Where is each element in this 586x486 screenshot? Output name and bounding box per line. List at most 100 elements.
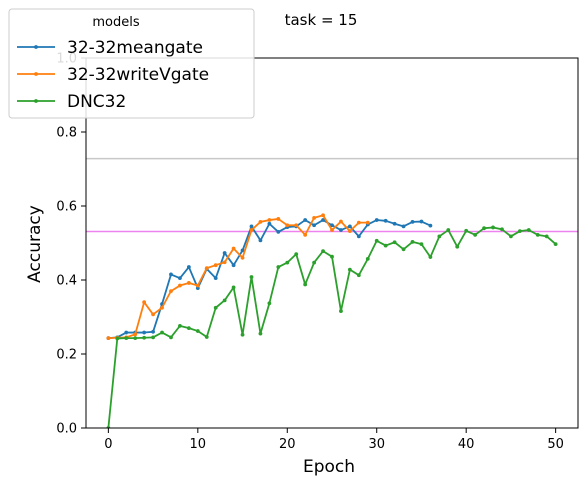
series-3-point [374,238,379,243]
series-3-point [321,249,325,254]
series-1-point [383,218,388,223]
series-3-point [258,331,263,336]
y-tick-label: 0.0 [56,422,77,437]
series-1-point [142,330,147,335]
legend-label: 32-32meangate [67,38,203,58]
series-1-point [330,223,334,228]
series-2-point [267,218,272,222]
chart-title: task = 15 [285,11,358,29]
series-2-point [178,283,182,288]
series-2-point [330,228,334,232]
series-3-point [151,335,155,340]
legend-swatch-marker [34,99,38,103]
y-tick-label: 0.8 [56,126,77,141]
series-2-point [249,228,254,232]
series-3-point [392,240,397,245]
series-3-point [491,225,495,230]
series-3-point [365,257,370,261]
series-3-point [500,227,504,232]
x-tick-label: 50 [547,437,564,452]
series-1-point [169,272,173,277]
legend-title: models [92,15,139,30]
series-3-point [240,332,245,337]
series-1-point [321,218,325,222]
series-2-point [258,220,263,224]
series-3-point [267,301,272,306]
series-2-point [365,220,370,225]
series-3-point [347,267,352,272]
series-2-point [160,305,164,310]
legend-label: 32-32writeVgate [67,65,209,85]
series-3-point [517,229,522,234]
series-3-point [526,228,531,232]
series-2-point [321,213,325,218]
series-3-point [437,234,442,239]
series-3-point [446,228,451,232]
series-3-point [178,323,182,328]
x-tick-label: 20 [279,437,296,452]
series-3-point [339,309,343,313]
x-tick-label: 10 [190,437,207,452]
plot-frame [85,57,579,429]
series-1-line [108,219,431,339]
series-1-point [356,234,361,239]
series-3-point [473,232,478,237]
series-2-point [356,220,361,225]
series-2-point [133,332,138,337]
legend: models 32-32meangate 32-32writeVgate DNC32 [8,8,255,119]
series-1-point [392,221,397,226]
series-1-point [312,223,317,228]
series-3-point [133,336,138,340]
series-3-point [142,335,147,340]
series-1-point [401,224,406,229]
series-2-point [347,229,352,234]
series-3-point [419,242,424,247]
series-2-point [276,217,281,221]
series-2-point [204,266,209,271]
series-3-point [312,260,317,265]
series-3-point [276,265,281,269]
legend-swatch-marker [34,45,38,49]
series-1-group [106,218,433,340]
series-2-point [222,260,227,265]
series-3-point [169,335,173,340]
series-1-point [339,228,343,232]
y-tick-label: 0.6 [56,200,77,215]
legend-box [8,8,255,119]
series-3-point [186,326,191,330]
series-2-point [213,263,218,268]
series-2-group [106,213,370,340]
series-1-point [186,265,191,269]
series-3-point [464,228,469,233]
series-3-point [294,252,299,256]
x-tick-label: 30 [368,437,385,452]
series-2-point [339,219,343,224]
series-3-point [204,335,209,339]
series-3-point [509,234,513,239]
series-2-point [231,246,236,251]
series-1-point [303,218,308,222]
series-1-point [124,330,129,335]
series-1-point [249,224,254,229]
series-2-point [142,300,147,305]
series-3-point [303,282,308,287]
series-2-point [106,336,111,340]
series-3-point [401,247,406,252]
y-tick-label: 0.4 [56,274,77,289]
series-2-line [108,214,368,339]
series-3-point [160,330,164,335]
series-3-point [285,260,290,265]
series-1-point [258,238,263,243]
series-3-point [115,336,120,341]
legend-swatch-marker [34,72,38,76]
series-1-point [231,263,236,268]
series-2-point [294,223,299,228]
series-3-point [482,226,486,231]
series-1-point [222,251,227,255]
series-3-point [428,255,433,259]
series-2-point [195,283,200,288]
series-1-point [151,329,155,334]
series-2-point [240,255,245,260]
series-1-point [410,220,415,224]
